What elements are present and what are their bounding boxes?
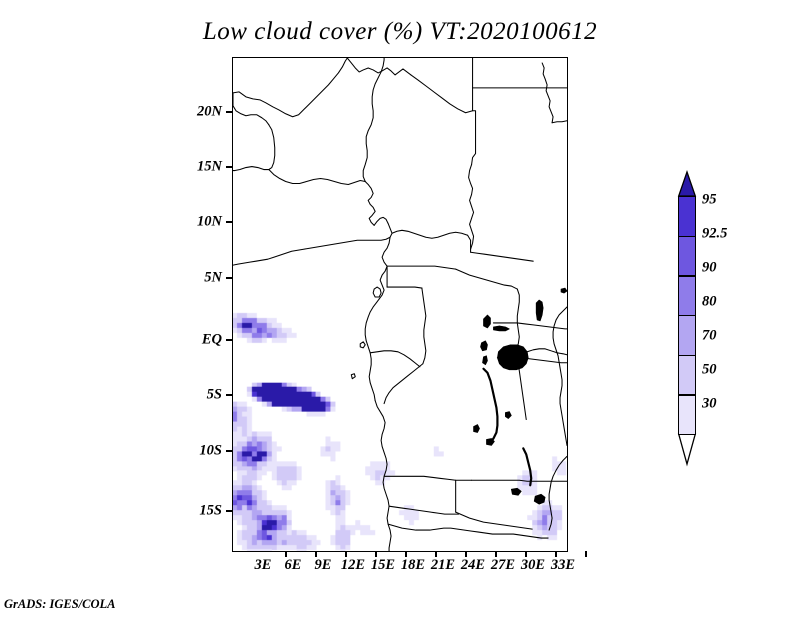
colorbar-band-70 xyxy=(678,354,696,395)
x-tick-label-6E: 6E xyxy=(284,557,302,573)
x-tick-9E xyxy=(345,551,347,557)
x-tick-label-15E: 15E xyxy=(370,557,396,573)
colorbar-band-50 xyxy=(678,394,696,434)
y-tick-10S xyxy=(226,450,232,452)
colorbar-label-80: 80 xyxy=(702,293,717,310)
y-tick-EQ xyxy=(226,339,232,341)
x-tick-21E xyxy=(465,551,467,557)
y-tick-label-20N: 20N xyxy=(197,103,222,120)
colorbar-divider xyxy=(678,434,696,436)
colorbar-label-70: 70 xyxy=(702,327,717,344)
colorbar-top-arrow xyxy=(677,170,697,197)
y-tick-15S xyxy=(226,510,232,512)
y-tick-label-5N: 5N xyxy=(204,269,222,286)
colorbar-divider xyxy=(678,235,696,237)
y-tick-15N xyxy=(226,166,232,168)
y-tick-5N xyxy=(226,277,232,279)
x-tick-3E xyxy=(285,551,287,557)
colorbar-divider xyxy=(678,275,696,277)
colorbar-band-95 xyxy=(678,196,696,236)
colorbar-label-95: 95 xyxy=(702,191,717,208)
chart-title: Low cloud cover (%) VT:2020100612 xyxy=(202,18,598,45)
colorbar-divider xyxy=(678,394,696,396)
colorbar-divider xyxy=(678,315,696,317)
x-tick-label-18E: 18E xyxy=(400,557,426,573)
colorbar-label-50: 50 xyxy=(702,361,717,378)
colorbar-label-90: 90 xyxy=(702,259,717,276)
x-tick-12E xyxy=(375,551,377,557)
y-tick-label-EQ: EQ xyxy=(201,331,222,348)
x-tick-label-33E: 33E xyxy=(550,557,576,573)
y-tick-10N xyxy=(226,221,232,223)
x-tick-label-21E: 21E xyxy=(430,557,456,573)
x-tick-label-30E: 30E xyxy=(520,557,546,573)
x-tick-label-12E: 12E xyxy=(340,557,366,573)
x-tick-15E xyxy=(405,551,407,557)
x-tick-label-3E: 3E xyxy=(254,557,272,573)
y-tick-5S xyxy=(226,394,232,396)
x-tick-6E xyxy=(315,551,317,557)
y-tick-label-10N: 10N xyxy=(197,213,222,230)
colorbar-band-92.5 xyxy=(678,235,696,276)
colorbar-divider xyxy=(678,354,696,356)
y-tick-20N xyxy=(226,111,232,113)
x-tick-27E xyxy=(525,551,527,557)
cloud-cover-raster xyxy=(233,58,567,551)
colorbar-bottom-arrow xyxy=(677,433,697,467)
y-tick-label-5S: 5S xyxy=(206,386,222,403)
map-plot-area xyxy=(232,57,568,552)
colorbar-band-90 xyxy=(678,275,696,315)
x-tick-label-24E: 24E xyxy=(460,557,486,573)
colorbar-band-80 xyxy=(678,315,696,355)
map-coastlines-and-borders xyxy=(233,58,567,551)
x-tick-24E xyxy=(495,551,497,557)
y-tick-label-15S: 15S xyxy=(199,502,222,519)
x-tick-label-27E: 27E xyxy=(490,557,516,573)
colorbar xyxy=(677,170,697,467)
y-tick-label-15N: 15N xyxy=(197,158,222,175)
x-tick-33E xyxy=(585,551,587,557)
x-tick-label-9E: 9E xyxy=(314,557,332,573)
x-tick-18E xyxy=(435,551,437,557)
x-tick-30E xyxy=(555,551,557,557)
grads-attribution: GrADS: IGES/COLA xyxy=(4,597,116,611)
colorbar-divider xyxy=(678,196,696,198)
colorbar-label-92-5: 92.5 xyxy=(702,225,728,242)
colorbar-label-30: 30 xyxy=(702,395,717,412)
y-tick-label-10S: 10S xyxy=(199,442,222,459)
